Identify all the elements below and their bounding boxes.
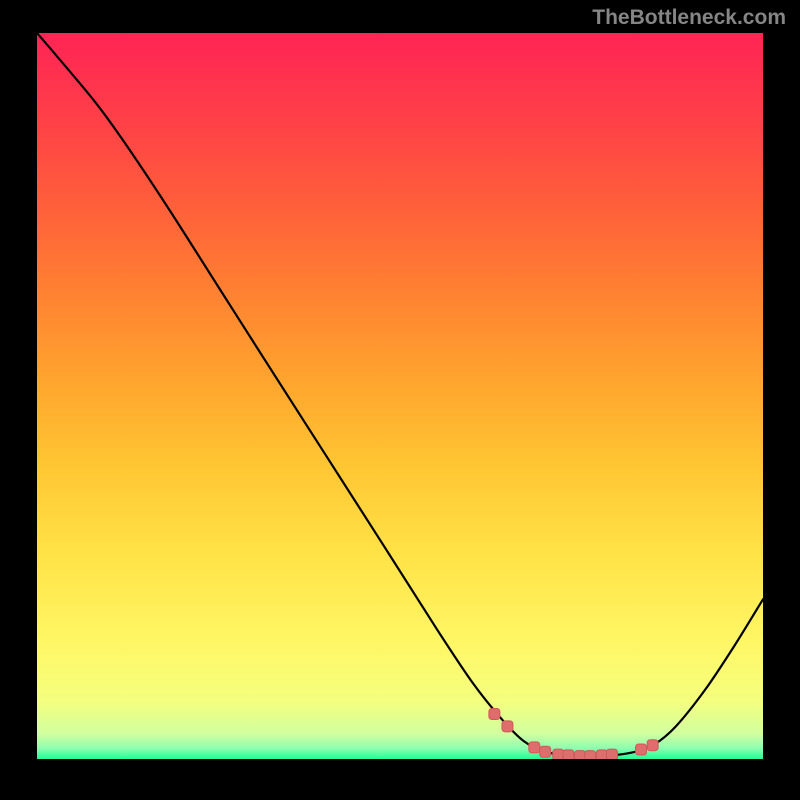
gradient-background bbox=[37, 33, 763, 759]
watermark-text: TheBottleneck.com bbox=[592, 6, 786, 30]
chart-container: TheBottleneck.com bbox=[0, 0, 800, 800]
marker-point bbox=[553, 749, 564, 759]
chart-svg bbox=[37, 33, 763, 759]
marker-point bbox=[636, 744, 647, 755]
marker-point bbox=[585, 751, 596, 759]
marker-point bbox=[596, 750, 607, 759]
marker-point bbox=[606, 749, 617, 759]
plot-area bbox=[37, 33, 763, 759]
marker-point bbox=[575, 751, 586, 759]
marker-point bbox=[529, 742, 540, 753]
marker-point bbox=[502, 721, 513, 732]
marker-point bbox=[563, 750, 574, 759]
marker-point bbox=[540, 746, 551, 757]
marker-point bbox=[489, 708, 500, 719]
marker-point bbox=[647, 740, 658, 751]
